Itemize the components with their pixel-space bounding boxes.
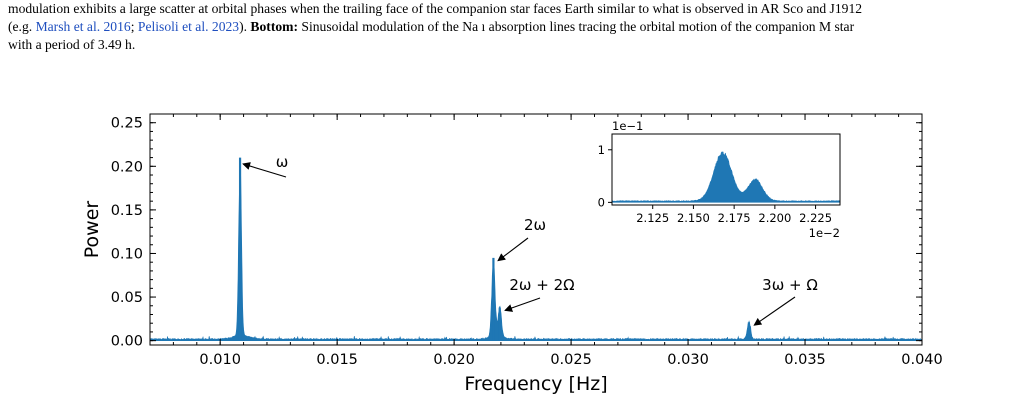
figure-caption: modulation exhibits a large scatter at o… <box>8 0 1018 54</box>
peak-annotation: 2ω <box>524 216 546 234</box>
caption-line-1: modulation exhibits a large scatter at o… <box>8 1 863 16</box>
inset-plot: 2.125 2.150 2.175 2.200 2.225 0 1 1e−2 1e−1 <box>598 119 841 240</box>
inset-x-offset-label: 1e−2 <box>809 226 840 240</box>
x-tick-label: 0.040 <box>901 352 943 368</box>
annotation-arrow <box>242 162 287 178</box>
inset-spectrum-series <box>611 151 841 203</box>
x-tick-label: 0.010 <box>199 352 241 368</box>
x-tick-label: 0.020 <box>433 352 475 368</box>
annotation-arrow <box>504 297 541 312</box>
spectrum-series <box>149 165 923 341</box>
peak-annotation: ω <box>276 153 289 171</box>
caption-line-2: (e.g. Marsh et al. 2016; Pelisoli et al.… <box>8 18 1018 36</box>
annotation-arrow <box>497 237 529 262</box>
main-plot: 0.010 0.015 0.020 0.025 0.030 0.035 0.040 0.00 0… <box>81 113 943 395</box>
inset-x-tick-label: 2.125 <box>636 211 669 225</box>
x-tick-label: 0.030 <box>667 352 709 368</box>
y-tick-label: 0.15 <box>111 203 143 219</box>
annotation-arrow <box>753 296 796 326</box>
x-tick-label: 0.025 <box>550 352 592 368</box>
y-tick-label: 0.05 <box>111 290 143 306</box>
y-tick-label: 0.25 <box>111 116 143 132</box>
inset-x-tick-label: 2.225 <box>799 211 832 225</box>
inset-y-offset-label: 1e−1 <box>612 119 643 133</box>
x-tick-label: 0.035 <box>784 352 826 368</box>
inset-x-tick-label: 2.150 <box>677 211 710 225</box>
inset-x-tick-label: 2.200 <box>758 211 791 225</box>
inset-y-tick-label: 1 <box>598 143 605 157</box>
x-tick-label: 0.015 <box>316 352 358 368</box>
peak-annotation: 2ω + 2Ω <box>509 276 574 294</box>
x-axis-label: Frequency [Hz] <box>464 373 607 395</box>
y-tick-label: 0.10 <box>111 246 143 262</box>
caption-text: ). <box>239 19 251 34</box>
peak-annotation: 3ω + Ω <box>762 276 818 294</box>
y-tick-label: 0.20 <box>111 159 143 175</box>
inset-peak-mark <box>721 151 724 154</box>
y-tick-label: 0.00 <box>111 334 143 350</box>
inset-y-tick-label: 0 <box>598 195 605 209</box>
citation-link-marsh[interactable]: Marsh et al. 2016 <box>35 19 131 34</box>
plot-frame <box>149 113 923 346</box>
caption-text: ; <box>130 19 138 34</box>
caption-text: (e.g. <box>8 19 36 34</box>
citation-link-pelisoli[interactable]: Pelisoli et al. 2023 <box>137 19 240 34</box>
caption-line-3: with a period of 3.49 h. <box>8 37 136 52</box>
inset-x-tick-label: 2.175 <box>718 211 751 225</box>
inset-frame <box>611 133 841 206</box>
inset-peak-mark <box>754 179 757 182</box>
caption-bottom-label: Bottom: <box>250 19 298 34</box>
y-axis-label: Power <box>81 201 103 259</box>
caption-text: Sinusoidal modulation of the Na ı absorp… <box>298 19 855 34</box>
